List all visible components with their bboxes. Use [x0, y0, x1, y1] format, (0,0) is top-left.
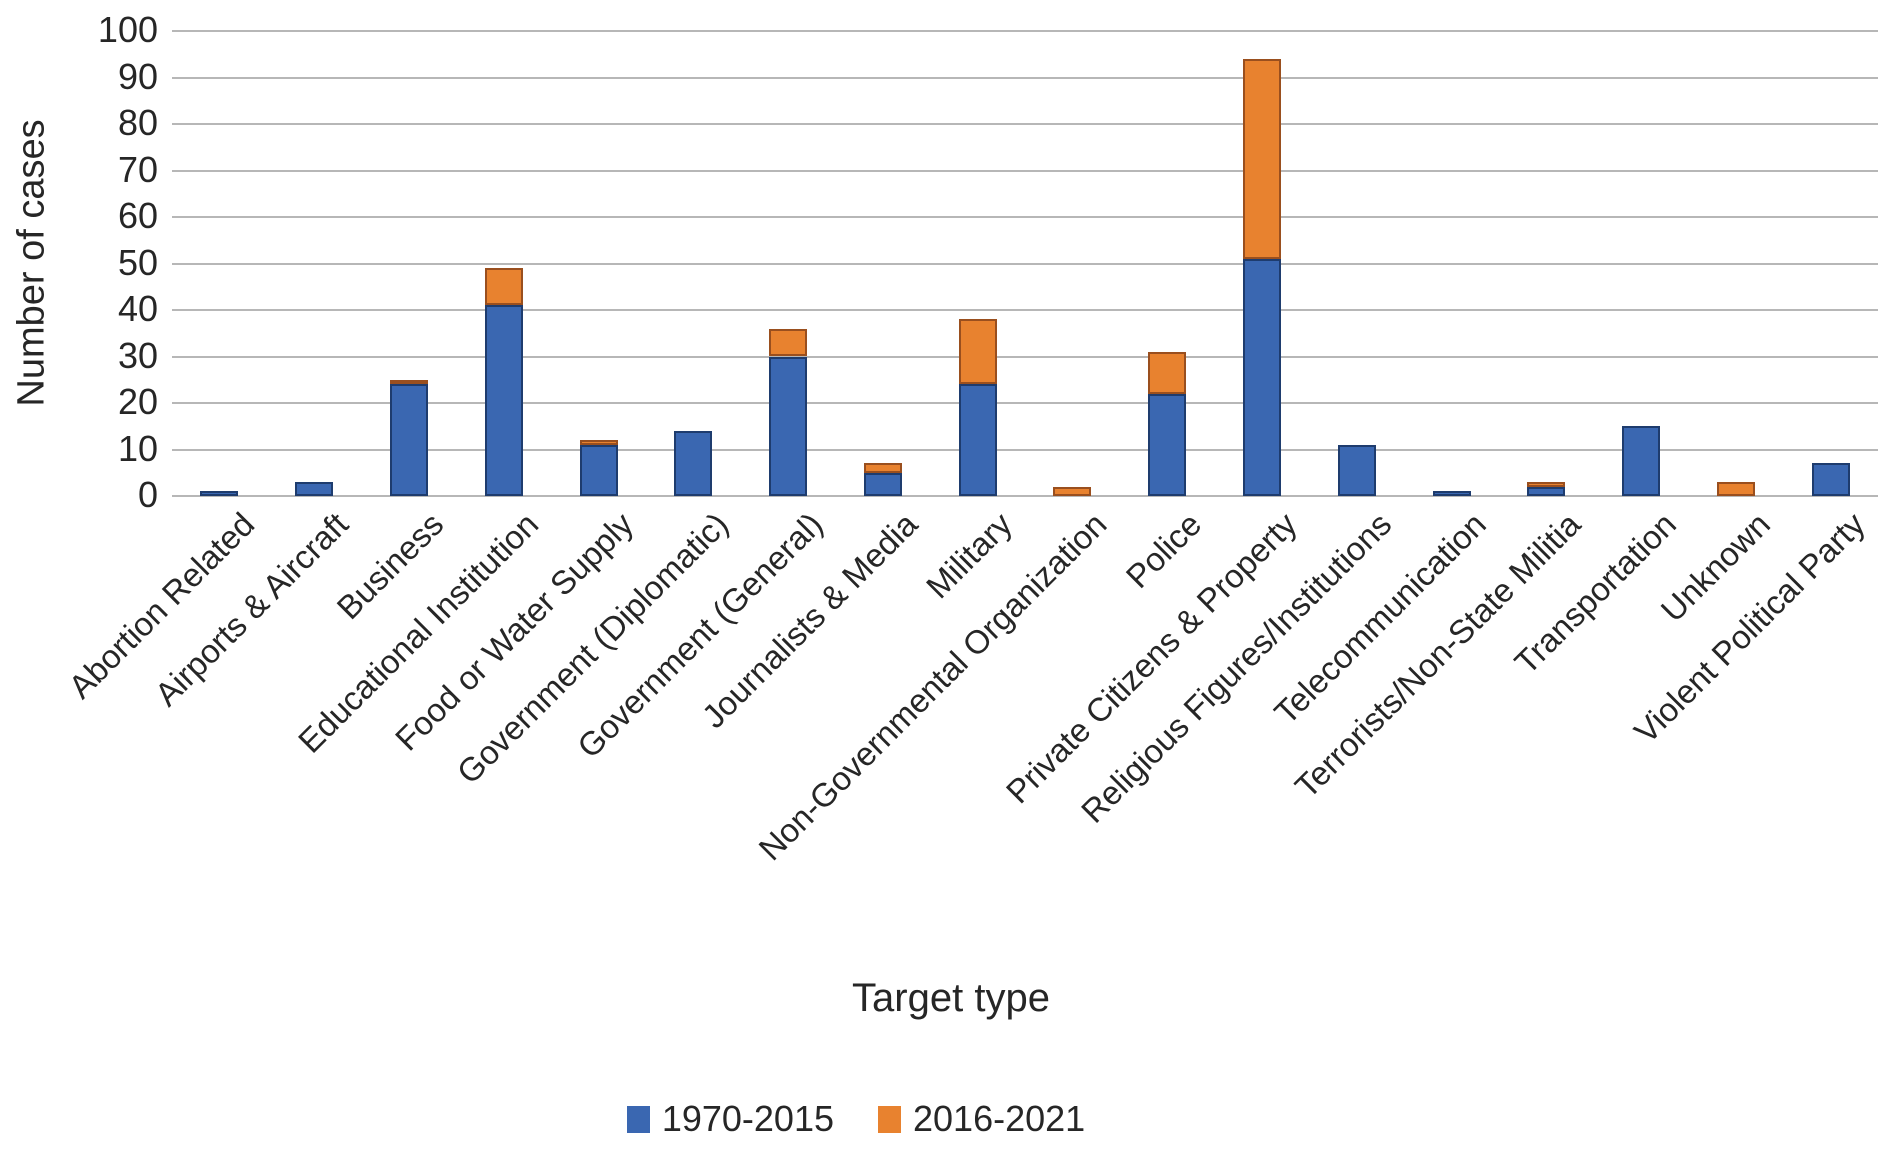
y-tick-label-100: 100 [97, 9, 158, 50]
legend-label-2016-2021: 2016-2021 [913, 1098, 1086, 1139]
legend-item-2016-2021: 2016-2021 [878, 1098, 1085, 1140]
gridline-10 [172, 448, 1878, 451]
bar-food-or-water-supply-2016-2021 [579, 440, 618, 445]
x-axis-title: Target type [852, 976, 1050, 1020]
gridline-80 [172, 123, 1878, 125]
y-tick-label-90: 90 [117, 55, 158, 97]
gridline-100 [172, 30, 1878, 32]
gridline-30 [172, 355, 1878, 358]
gridline-20 [172, 402, 1878, 404]
bar-food-or-water-supply-1970-2015 [579, 444, 618, 496]
bar-military-2016-2021 [958, 319, 997, 385]
gridline-40 [172, 309, 1878, 311]
bar-terrorists-non-state-militia-2016-2021 [1527, 482, 1566, 487]
gridline-0 [172, 495, 1878, 497]
y-tick-label-70: 70 [117, 148, 158, 190]
bar-police-1970-2015 [1148, 393, 1187, 496]
y-tick-label-50: 50 [117, 241, 158, 283]
gridline-90 [172, 76, 1878, 79]
bar-journalists-media-2016-2021 [863, 463, 902, 473]
legend-label-1970-2015: 1970-2015 [661, 1098, 834, 1139]
bar-non-governmental-organization-2016-2021 [1053, 486, 1092, 496]
bar-transportation-1970-2015 [1622, 426, 1661, 496]
bar-religious-figures-institutions-1970-2015 [1337, 444, 1376, 496]
bar-military-1970-2015 [958, 384, 997, 496]
bar-educational-institution-1970-2015 [484, 305, 523, 496]
y-tick-label-40: 40 [117, 288, 158, 329]
gridline-70 [172, 169, 1878, 172]
bar-business-1970-2015 [389, 384, 428, 496]
legend-swatch-icon-1970-2015 [626, 1105, 650, 1133]
bar-government-general-2016-2021 [769, 328, 808, 357]
y-tick-label-0: 0 [137, 474, 158, 515]
x-axis-label-police: Police [1118, 505, 1209, 596]
bar-terrorists-non-state-militia-1970-2015 [1527, 486, 1566, 496]
bar-government-diplomatic-1970-2015 [674, 430, 713, 496]
bar-police-2016-2021 [1148, 351, 1187, 394]
y-tick-label-60: 60 [117, 195, 158, 236]
legend-item-1970-2015: 1970-2015 [626, 1098, 834, 1140]
bar-government-general-1970-2015 [769, 356, 808, 496]
bar-unknown-2016-2021 [1716, 482, 1755, 496]
legend: 1970-2015 2016-2021 [0, 1098, 1807, 1140]
bar-journalists-media-1970-2015 [863, 472, 902, 496]
gridline-60 [172, 216, 1878, 218]
bar-private-citizens-property-1970-2015 [1242, 258, 1281, 496]
y-tick-label-80: 80 [117, 102, 158, 143]
gridline-50 [172, 262, 1878, 265]
bar-violent-political-party-1970-2015 [1811, 463, 1850, 496]
y-tick-label-20: 20 [117, 381, 158, 422]
y-tick-label-10: 10 [117, 427, 158, 469]
bar-business-2016-2021 [389, 379, 428, 385]
x-axis-label-non-governmental-organization: Non-Governmental Organization [751, 505, 1114, 868]
bar-telecommunication-1970-2015 [1432, 491, 1471, 496]
bar-private-citizens-property-2016-2021 [1242, 58, 1281, 259]
bar-educational-institution-2016-2021 [484, 268, 523, 306]
legend-swatch-icon-2016-2021 [878, 1105, 901, 1133]
bar-abortion-related-1970-2015 [200, 491, 239, 496]
bar-airports-aircraft-1970-2015 [295, 482, 334, 496]
y-tick-label-30: 30 [117, 334, 158, 376]
